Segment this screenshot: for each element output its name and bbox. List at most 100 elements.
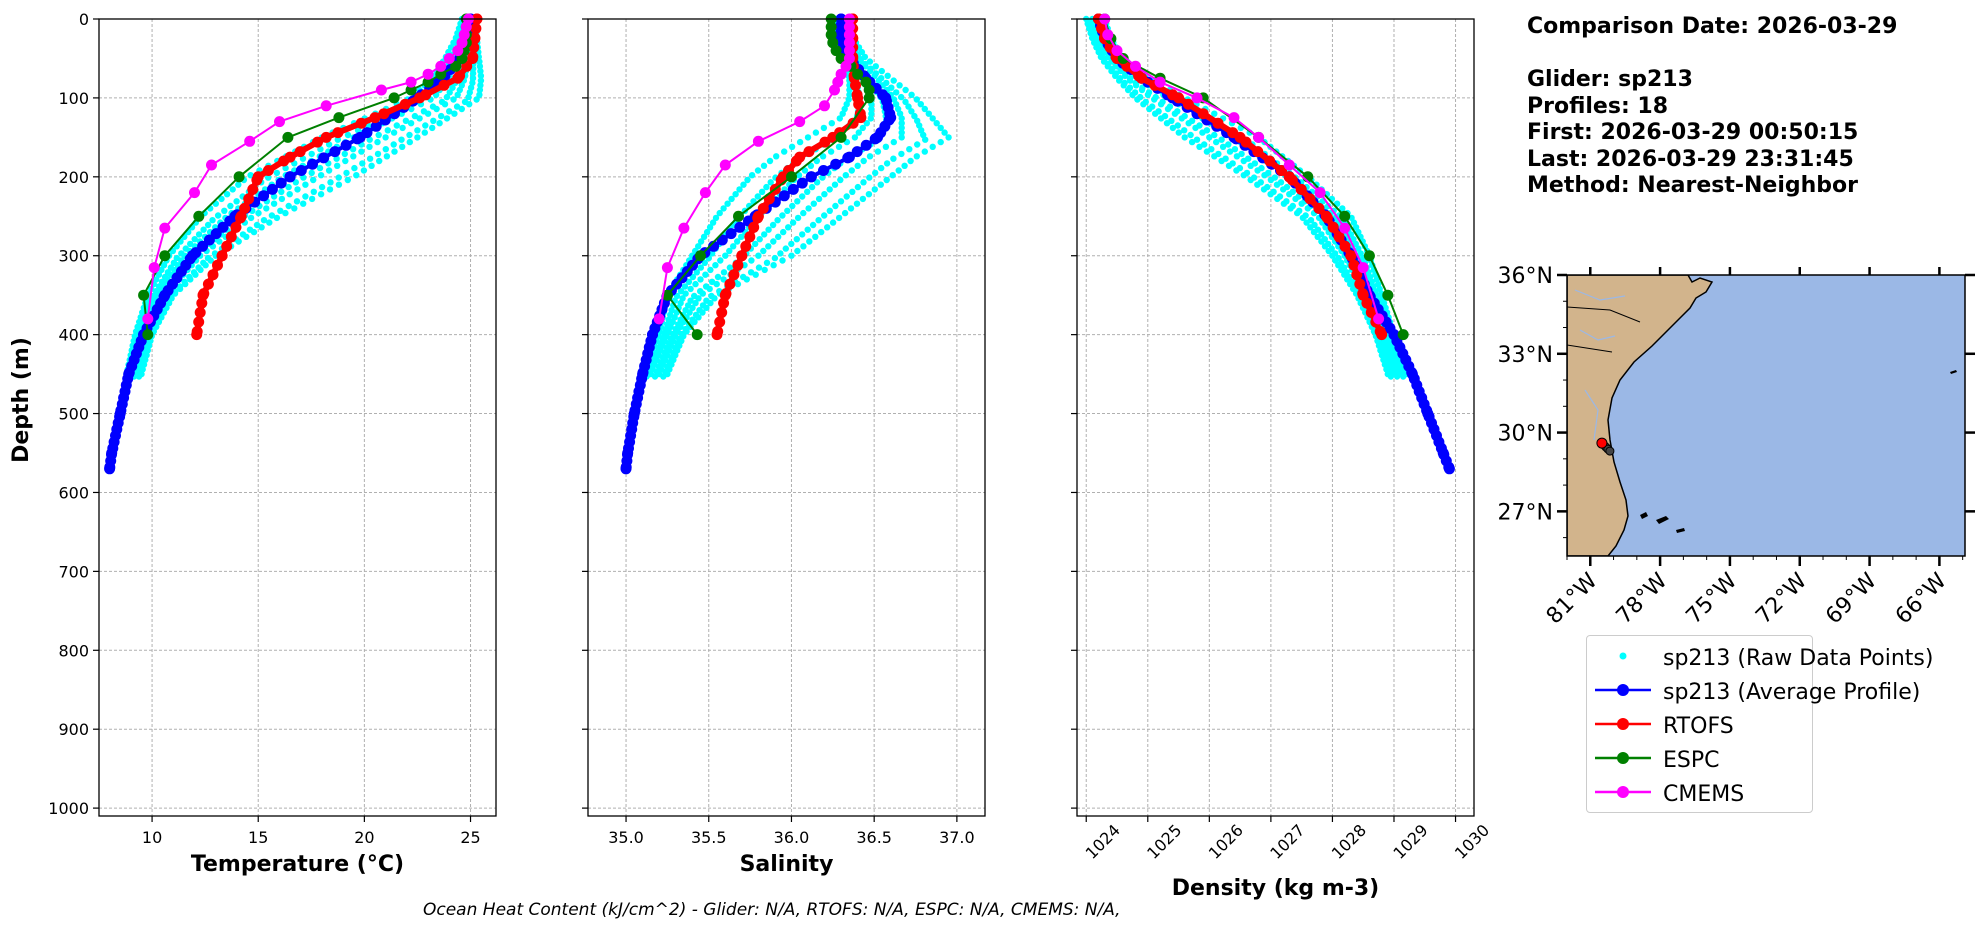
x-tick-label: 25 <box>460 828 480 847</box>
raw-data-point <box>898 150 905 158</box>
raw-data-point <box>826 207 833 214</box>
raw-data-point <box>711 295 718 302</box>
series-point-rtofs <box>194 307 206 318</box>
raw-data-point <box>278 195 286 203</box>
series-point-rtofs <box>469 32 481 44</box>
raw-data-point <box>158 314 165 321</box>
raw-data-point <box>422 122 429 129</box>
raw-data-point <box>1247 162 1254 169</box>
raw-data-point <box>308 169 315 177</box>
series-point-rtofs <box>320 131 332 143</box>
series-point-cmems <box>189 187 200 199</box>
series-point-espc <box>388 92 400 104</box>
legend-marker-rtofs <box>1595 718 1651 730</box>
series-point-rtofs <box>355 117 367 129</box>
raw-data-point <box>788 252 795 259</box>
raw-data-point <box>233 198 240 205</box>
raw-data-point <box>826 186 833 193</box>
series-point-rtofs <box>744 231 756 243</box>
raw-data-point <box>925 110 932 117</box>
series-point-rtofs <box>251 174 263 186</box>
raw-data-point <box>416 115 423 122</box>
panel-1: 35.0 35.5 36.0 36.5 37.0 Salinity <box>582 13 986 877</box>
raw-data-point <box>777 250 784 257</box>
raw-data-point <box>720 205 727 212</box>
raw-data-point <box>451 110 458 117</box>
series-point-espc <box>138 289 150 301</box>
raw-data-point <box>155 318 163 326</box>
raw-data-point <box>1233 167 1240 174</box>
raw-data-point <box>366 136 373 143</box>
series-point-rtofs <box>1333 231 1345 243</box>
raw-data-point <box>171 290 179 297</box>
raw-data-point <box>349 146 357 153</box>
series-point-cmems <box>1191 92 1203 104</box>
map-lat-label: 36°N <box>1498 264 1553 289</box>
x-axis-label: Density (kg m-3) <box>1172 876 1380 901</box>
raw-data-point <box>477 67 484 75</box>
raw-data-point <box>341 150 348 158</box>
series-point-rtofs <box>221 240 233 252</box>
legend-item-cmems: CMEMS <box>1593 778 1812 812</box>
raw-data-point <box>821 212 828 219</box>
series-point-rtofs <box>294 146 306 158</box>
x-tick-label: 15 <box>248 828 268 847</box>
map-lat-label: 30°N <box>1498 422 1553 447</box>
raw-data-point <box>722 252 729 259</box>
series-point-rtofs <box>1313 202 1325 214</box>
series-point-cmems <box>1130 60 1141 72</box>
x-tick-label: 1026 <box>1205 821 1247 863</box>
panel-2: 1024 1025 1026 1027 1028 1029 1030 Density (kg … <box>1071 13 1493 901</box>
raw-data-point <box>812 233 819 240</box>
raw-data-point <box>916 122 923 129</box>
raw-data-point <box>664 370 671 378</box>
raw-data-point <box>755 252 762 259</box>
series-point-rtofs <box>732 259 744 271</box>
series-point-avg <box>275 177 287 189</box>
raw-data-point <box>300 174 307 181</box>
series-point-rtofs <box>1212 117 1224 129</box>
raw-data-point <box>697 238 705 245</box>
raw-data-point <box>441 101 449 108</box>
raw-data-point <box>1314 233 1321 240</box>
raw-data-point <box>317 191 325 198</box>
raw-data-point <box>374 150 382 158</box>
raw-data-point <box>709 250 716 257</box>
raw-data-point <box>1188 138 1196 146</box>
raw-data-point <box>278 188 285 195</box>
raw-data-point <box>691 318 698 326</box>
raw-data-point <box>1146 105 1153 113</box>
series-point-rtofs <box>1357 288 1369 300</box>
series-point-espc <box>1397 329 1409 341</box>
raw-data-point <box>1267 191 1274 198</box>
raw-data-point <box>882 143 890 150</box>
raw-data-point <box>270 193 278 200</box>
raw-data-point <box>774 217 781 224</box>
raw-data-point <box>1225 162 1233 169</box>
raw-data-point <box>1203 148 1211 155</box>
series-point-cmems <box>1373 313 1385 325</box>
legend: sp213 (Raw Data Points) sp213 (Average P… <box>1586 635 1933 813</box>
raw-data-point <box>140 361 148 368</box>
raw-data-point <box>819 153 827 160</box>
raw-data-point <box>847 205 855 212</box>
series-point-avg <box>284 171 296 183</box>
x-axis-label: Salinity <box>740 852 834 877</box>
raw-data-point <box>235 181 242 188</box>
x-tick-label: 1025 <box>1143 821 1185 863</box>
series-point-rtofs <box>714 316 726 328</box>
raw-data-point <box>765 226 772 233</box>
legend-label: sp213 (Raw Data Points) <box>1663 646 1934 671</box>
raw-data-point <box>1254 167 1261 174</box>
x-tick-label: 1027 <box>1266 821 1308 863</box>
raw-data-point <box>848 167 855 174</box>
series-point-rtofs <box>262 165 274 176</box>
raw-data-point <box>443 115 451 122</box>
raw-data-point <box>1218 136 1225 143</box>
raw-data-point <box>243 233 250 240</box>
raw-data-point <box>889 172 896 179</box>
series-point-espc <box>1117 53 1129 64</box>
raw-data-point <box>1211 110 1218 117</box>
raw-data-point <box>843 101 850 108</box>
raw-data-point <box>160 262 168 269</box>
